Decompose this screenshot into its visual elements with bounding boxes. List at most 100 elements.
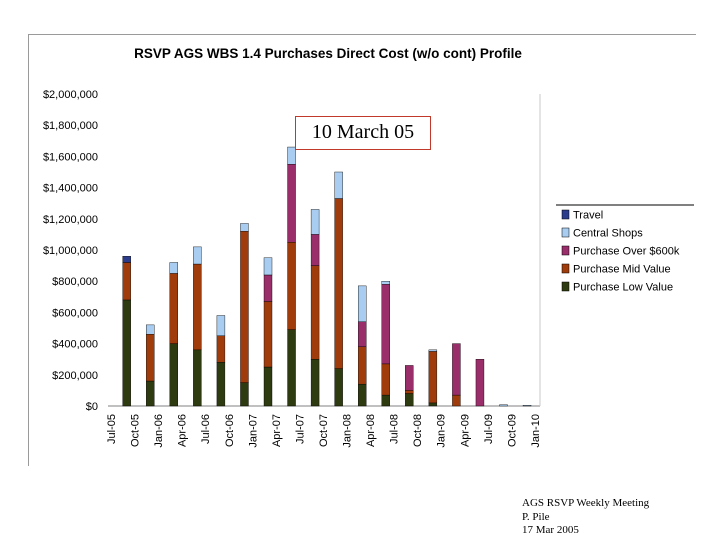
bar-segment: [193, 263, 202, 351]
bar-segment: [287, 241, 296, 330]
bar-segment: [381, 363, 390, 396]
x-tick-label: Jul-07: [294, 414, 306, 444]
legend-swatch: [561, 263, 570, 274]
bar-segment: [405, 393, 414, 407]
bar-segment: [263, 301, 273, 368]
bar-segment: [475, 359, 485, 407]
bar-segment: [216, 362, 226, 407]
bar-segment: [358, 346, 367, 385]
bar-segment: [334, 171, 343, 199]
bar-segment: [216, 335, 226, 363]
x-tick-label: Jan-08: [342, 414, 354, 448]
x-tick-label: Jan-10: [530, 414, 542, 448]
bar-segment: [193, 349, 202, 407]
x-tick-label: Jul-06: [200, 414, 212, 444]
legend-swatch: [561, 227, 570, 238]
x-tick-label: Apr-07: [271, 414, 283, 447]
bar-segment: [122, 256, 131, 263]
bar-segment: [405, 390, 414, 394]
bar-segment: [146, 380, 155, 407]
bar-segment: [216, 315, 226, 336]
x-tick-label: Jul-05: [106, 414, 118, 444]
bar-segment: [240, 223, 249, 232]
x-tick-label: Jan-09: [436, 414, 448, 448]
x-tick-label: Oct-07: [318, 414, 330, 447]
y-tick-label: $800,000: [52, 276, 98, 288]
footer: AGS RSVP Weekly Meeting P. Pile 17 Mar 2…: [522, 497, 649, 538]
x-tick-label: Oct-05: [130, 414, 142, 447]
legend-swatch: [561, 281, 570, 292]
bar-segment: [169, 262, 179, 274]
x-tick-label: Oct-09: [506, 414, 518, 447]
bar-segment: [334, 198, 343, 369]
x-tick-label: Jan-06: [153, 414, 165, 448]
bar-segment: [310, 265, 320, 360]
legend-swatch: [561, 245, 570, 256]
x-tick-label: Apr-09: [459, 414, 471, 447]
bar-segment: [263, 274, 273, 302]
legend-label: Purchase Low Value: [573, 282, 673, 294]
y-tick-label: $600,000: [52, 307, 98, 319]
bar-segment: [146, 334, 155, 382]
bar-segment: [358, 383, 367, 407]
bar-segment: [428, 402, 438, 407]
bar-segment: [310, 234, 320, 266]
bar-segment: [169, 343, 179, 407]
footer-author: P. Pile: [522, 510, 550, 523]
bar-segment: [122, 262, 131, 301]
x-tick-label: Apr-06: [177, 414, 189, 447]
bar-segment: [240, 231, 249, 383]
bar-segment: [428, 351, 438, 404]
bar-segment: [452, 394, 461, 407]
bar-segment: [310, 209, 320, 235]
legend-label: Purchase Mid Value: [573, 264, 671, 276]
y-tick-label: $0: [86, 401, 98, 413]
bar-segment: [334, 368, 343, 407]
legend-label: Travel: [573, 210, 603, 222]
bar-segment: [287, 163, 296, 243]
legend-swatch: [561, 209, 570, 220]
bar-segment: [169, 273, 179, 344]
x-tick-label: Jul-09: [483, 414, 495, 444]
chart-frame: [28, 34, 696, 466]
bar-segment: [146, 324, 155, 335]
bar-segment: [358, 285, 367, 322]
y-tick-label: $1,400,000: [43, 183, 98, 195]
bar-segment: [122, 299, 131, 407]
bar-segment: [381, 281, 390, 285]
bar-segment: [405, 365, 414, 391]
x-tick-label: Apr-08: [365, 414, 377, 447]
footer-date: 17 Mar 2005: [522, 524, 579, 536]
y-tick-label: $1,800,000: [43, 120, 98, 132]
y-tick-label: $1,000,000: [43, 245, 98, 257]
bar-segment: [263, 366, 273, 407]
chart-title: RSVP AGS WBS 1.4 Purchases Direct Cost (…: [134, 46, 522, 61]
bar-segment: [310, 359, 320, 407]
x-tick-label: Jan-07: [247, 414, 259, 448]
legend-label: Purchase Over $600k: [573, 246, 680, 258]
footer-meeting: AGS RSVP Weekly Meeting: [522, 497, 650, 509]
bar-segment: [287, 329, 296, 407]
bar-segment: [381, 284, 390, 365]
bar-segment: [499, 404, 508, 407]
bar-segment: [428, 349, 438, 352]
bar-segment: [522, 405, 532, 407]
bar-segment: [193, 246, 202, 265]
y-tick-label: $400,000: [52, 339, 98, 351]
bar-segment: [240, 382, 249, 407]
x-tick-label: Oct-08: [412, 414, 424, 447]
x-tick-label: Jul-08: [389, 414, 401, 444]
bar-segment: [381, 394, 390, 407]
annotation-date-box: 10 March 05: [295, 116, 431, 150]
y-tick-label: $1,600,000: [43, 151, 98, 163]
legend-label: Central Shops: [573, 228, 643, 240]
bar-segment: [263, 257, 273, 276]
bar-segment: [287, 146, 296, 165]
bar-segment: [452, 343, 461, 396]
y-tick-label: $2,000,000: [43, 89, 98, 101]
y-tick-label: $1,200,000: [43, 214, 98, 226]
bar-segment: [358, 321, 367, 347]
y-tick-label: $200,000: [52, 370, 98, 382]
x-tick-label: Oct-06: [224, 414, 236, 447]
